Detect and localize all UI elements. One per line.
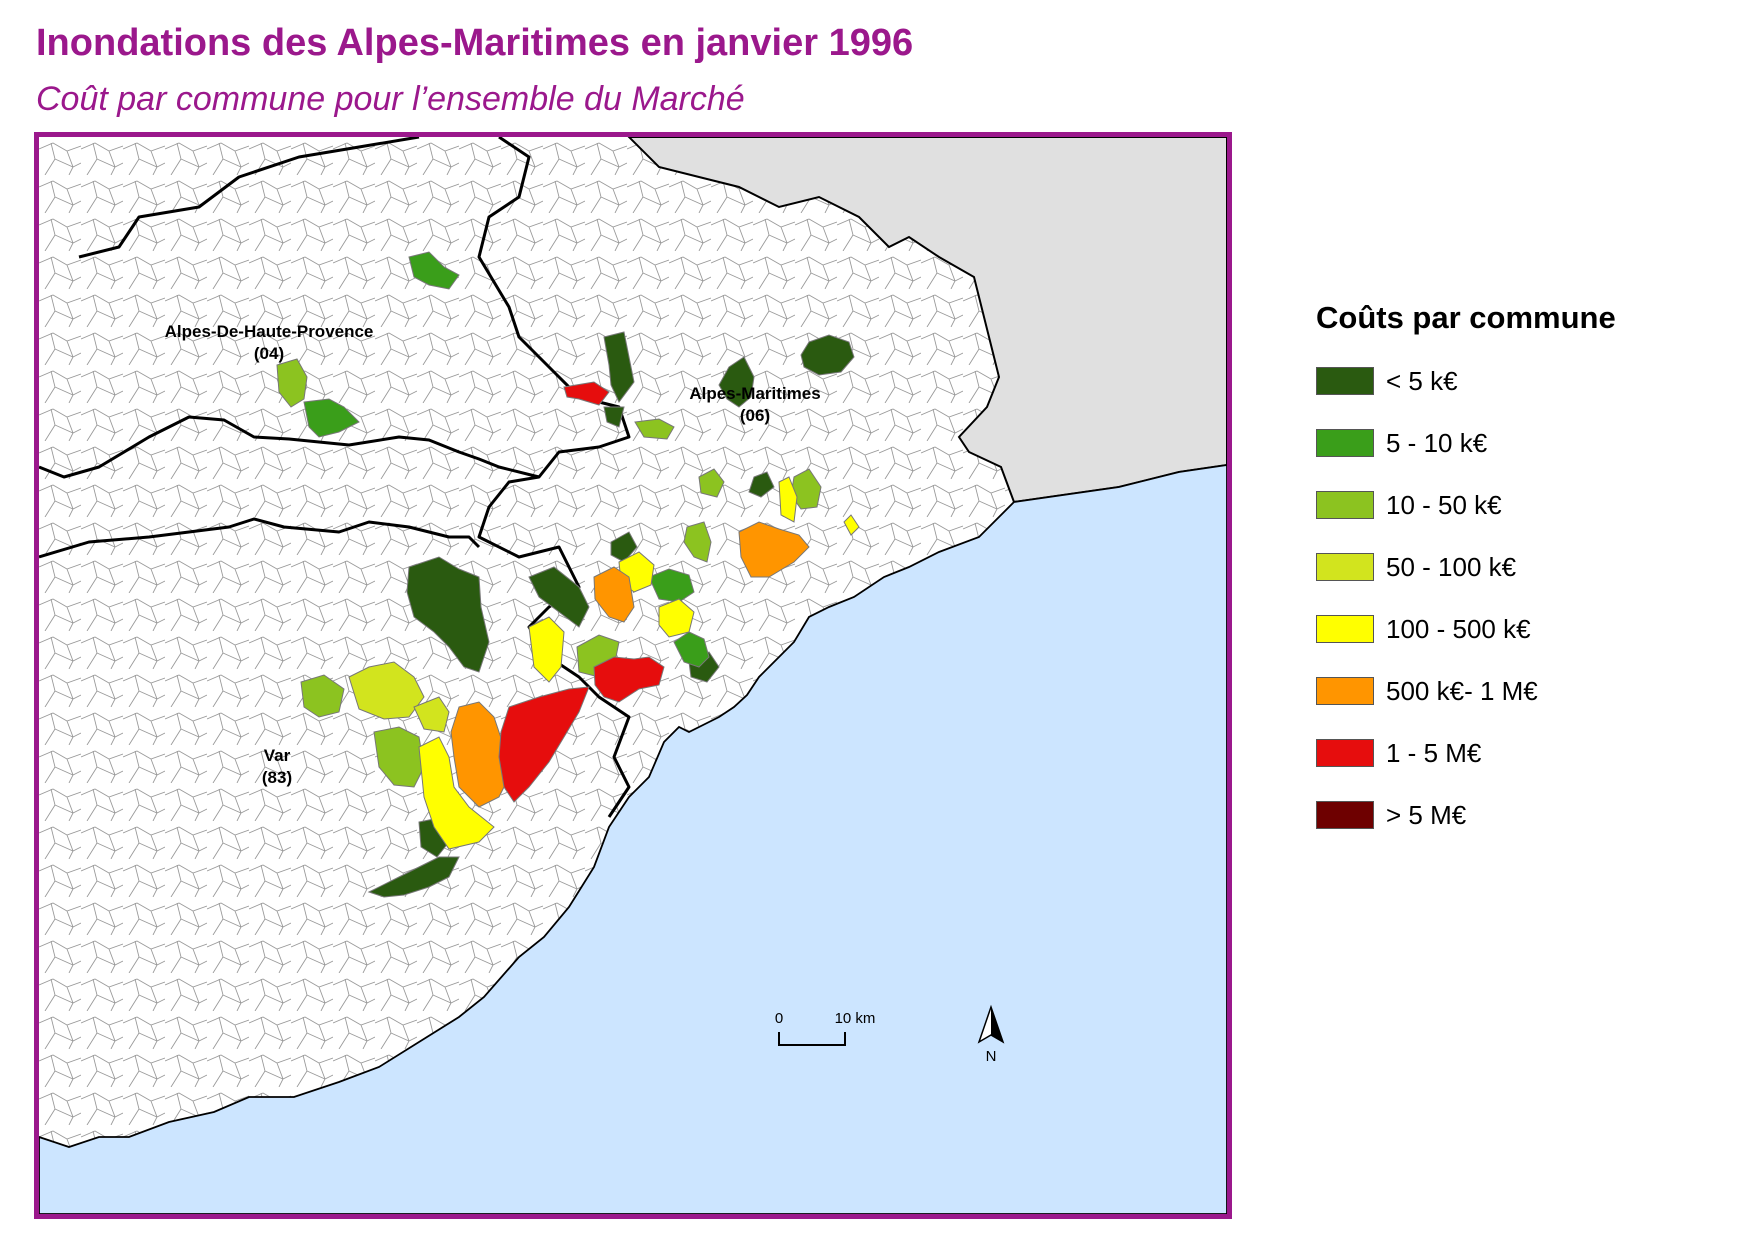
legend-swatch (1316, 367, 1374, 395)
north-arrow: N (977, 1004, 1005, 1065)
commune-100-500k (528, 616, 565, 683)
legend-label: 50 - 100 k€ (1386, 551, 1517, 582)
commune-lt5k (800, 334, 855, 376)
commune-lt5k (603, 331, 635, 403)
legend-label: 500 k€- 1 M€ (1386, 675, 1538, 706)
legend-swatch (1316, 739, 1374, 767)
map-canvas: Alpes-De-Haute-Provence (04) Alpes-Marit… (39, 137, 1227, 1214)
legend-label: 1 - 5 M€ (1386, 737, 1482, 768)
legend-label: < 5 k€ (1386, 365, 1458, 396)
legend-item: 1 - 5 M€ (1316, 738, 1616, 768)
commune-10-50k (683, 521, 712, 563)
commune-lt5k (610, 531, 638, 563)
commune-10-50k (698, 468, 725, 498)
commune-5-10k (408, 251, 460, 290)
commune-100-500k (843, 514, 860, 536)
cost-choropleth (276, 251, 860, 898)
legend-item: > 5 M€ (1316, 800, 1616, 830)
north-label: N (986, 1048, 997, 1065)
legend-item: < 5 k€ (1316, 366, 1616, 396)
department-boundary (39, 137, 631, 818)
legend-swatch (1316, 491, 1374, 519)
commune-lt5k (603, 406, 625, 428)
legend-swatch (1316, 801, 1374, 829)
legend-label: 10 - 50 k€ (1386, 489, 1502, 520)
commune-50-100k (413, 696, 450, 733)
department-labels: Alpes-De-Haute-Provence (04) Alpes-Marit… (165, 322, 821, 787)
commune-10-50k (373, 726, 425, 788)
commune-1-5m (563, 381, 610, 406)
map-subtitle: Coût par commune pour l’ensemble du Marc… (36, 80, 745, 118)
commune-100-500k (658, 598, 695, 638)
legend-label: 5 - 10 k€ (1386, 427, 1488, 458)
legend-item: 5 - 10 k€ (1316, 428, 1616, 458)
dept-04-name: Alpes-De-Haute-Provence (165, 322, 374, 341)
dept-06-name: Alpes-Maritimes (689, 384, 820, 403)
legend-swatch (1316, 553, 1374, 581)
dept-06-code: (06) (740, 406, 770, 425)
legend-swatch (1316, 429, 1374, 457)
map-title: Inondations des Alpes-Maritimes en janvi… (36, 22, 914, 64)
commune-50-100k (348, 661, 425, 720)
commune-5-10k (648, 568, 695, 603)
legend-swatch (1316, 615, 1374, 643)
commune-lt5k (406, 556, 490, 673)
commune-1-5m (498, 686, 590, 803)
commune-1-5m (593, 656, 665, 703)
commune-10-50k (300, 674, 345, 718)
commune-10-50k (276, 358, 308, 408)
sea (39, 464, 1227, 1214)
commune-100-500k (418, 736, 495, 850)
commune-100-500k (778, 476, 798, 523)
legend-title: Coûts par commune (1316, 300, 1616, 335)
legend-item: 50 - 100 k€ (1316, 552, 1616, 582)
commune-lt5k (528, 566, 590, 628)
commune-lt5k (748, 471, 775, 498)
legend-label: 100 - 500 k€ (1386, 613, 1531, 644)
commune-lt5k (718, 356, 755, 408)
scale-bar-end: 10 km (835, 1010, 876, 1027)
scale-bar: 0 10 km (775, 1010, 876, 1046)
scale-bar-start: 0 (775, 1010, 783, 1027)
legend-swatch (1316, 677, 1374, 705)
dept-83-name: Var (264, 746, 291, 765)
legend: Coûts par commune < 5 k€ 5 - 10 k€ 10 - … (1316, 300, 1616, 862)
dept-83-code: (83) (262, 768, 292, 787)
legend-label: > 5 M€ (1386, 799, 1467, 830)
commune-500k-1m (593, 566, 635, 623)
dept-04-code: (04) (254, 344, 284, 363)
commune-lt5k (367, 856, 460, 898)
commune-10-50k (634, 418, 675, 440)
legend-item: 100 - 500 k€ (1316, 614, 1616, 644)
commune-5-10k (303, 398, 360, 438)
commune-500k-1m (738, 521, 810, 578)
map-frame: Alpes-De-Haute-Provence (04) Alpes-Marit… (34, 132, 1232, 1219)
legend-item: 500 k€- 1 M€ (1316, 676, 1616, 706)
legend-item: 10 - 50 k€ (1316, 490, 1616, 520)
commune-500k-1m (450, 701, 510, 808)
